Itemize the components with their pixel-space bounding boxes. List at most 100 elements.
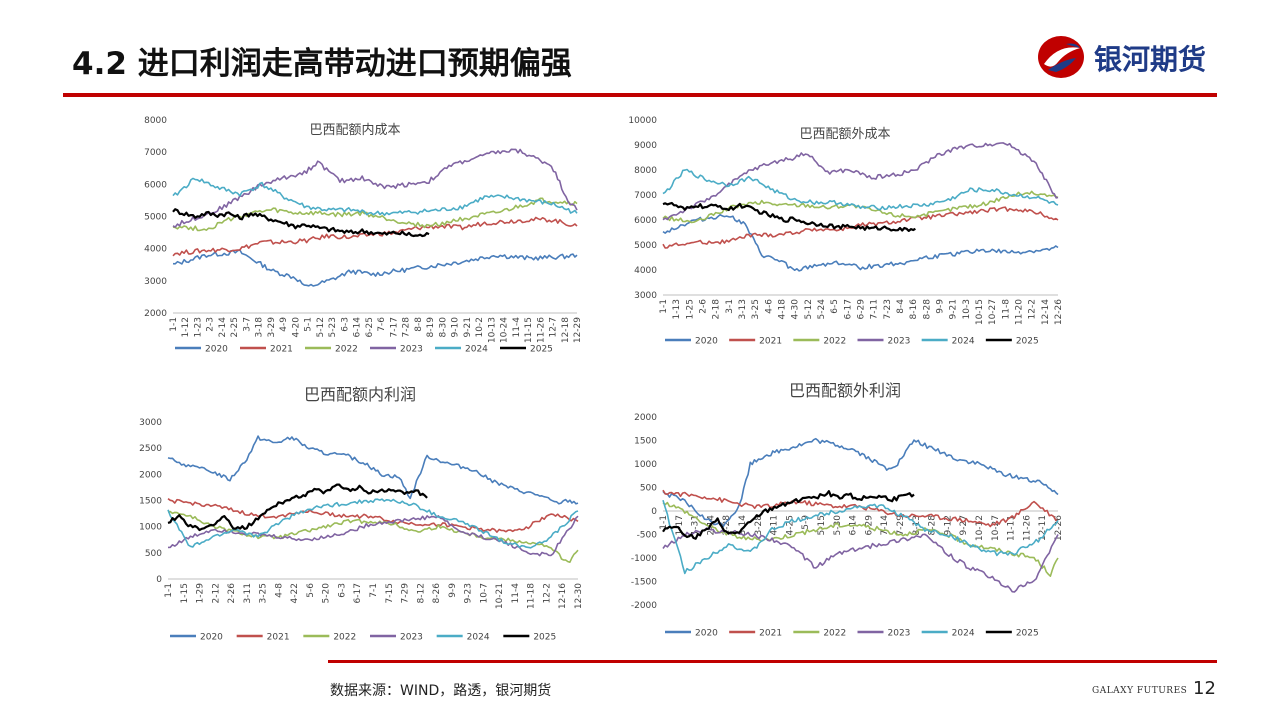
- series-line-2025: [662, 490, 915, 540]
- x-tick-label: 11-11: [1007, 515, 1017, 541]
- x-tick-label: 12-29: [573, 317, 583, 343]
- x-tick-label: 3-29: [267, 317, 277, 338]
- x-tick-label: 11-20: [1015, 299, 1025, 325]
- legend-label-2022: 2022: [333, 633, 356, 643]
- legend-label-2020: 2020: [205, 345, 228, 355]
- x-tick-label: 3-11: [243, 583, 253, 603]
- x-tick-label: 1-1: [659, 299, 669, 314]
- x-tick-label: 9-27: [959, 515, 969, 535]
- y-tick-label: 3000: [144, 277, 167, 287]
- x-tick-label: 2-6: [699, 299, 709, 314]
- y-tick-label: 10000: [628, 116, 657, 126]
- x-tick-label: 11-4: [512, 317, 522, 338]
- x-tick-label: 11-15: [524, 317, 534, 343]
- x-tick-label: 9-9: [936, 299, 946, 314]
- x-tick-label: 10-2: [475, 317, 485, 337]
- x-tick-label: 12-2: [1028, 299, 1038, 319]
- x-tick-label: 3-28: [754, 515, 764, 536]
- x-tick-label: 10-3: [962, 299, 972, 319]
- y-tick-label: 500: [145, 549, 162, 559]
- x-tick-label: 12-14: [1041, 299, 1051, 325]
- series-line-2022: [662, 190, 1059, 224]
- x-tick-label: 7-15: [385, 583, 395, 603]
- x-tick-label: 3-25: [751, 299, 761, 319]
- x-tick-label: 4-18: [778, 299, 788, 320]
- y-tick-label: 3000: [634, 291, 657, 301]
- x-tick-label: 1-1: [169, 317, 179, 332]
- x-tick-label: 5-1: [304, 317, 314, 332]
- page-title: 4.2 进口利润走高带动进口预期偏强: [72, 46, 572, 82]
- x-tick-label: 4-20: [291, 317, 301, 338]
- legend-label-2025: 2025: [530, 345, 553, 355]
- y-tick-label: 2500: [139, 444, 162, 454]
- legend-label-2022: 2022: [823, 337, 846, 347]
- series-line-2020: [167, 435, 579, 505]
- y-tick-label: 6000: [634, 216, 657, 226]
- x-tick-label: 2-28: [722, 515, 732, 536]
- x-tick-label: 1-29: [196, 583, 206, 604]
- x-tick-label: 12-26: [1054, 515, 1064, 541]
- brand-logo: 银河期货: [1036, 32, 1226, 82]
- x-tick-label: 7-1: [369, 583, 379, 598]
- x-tick-label: 6-5: [830, 299, 840, 314]
- y-tick-label: 9000: [634, 141, 657, 151]
- x-tick-label: 8-4: [896, 299, 906, 314]
- x-tick-label: 2-18: [712, 299, 722, 320]
- x-tick-label: 4-6: [764, 299, 774, 314]
- chart-title: 巴西配额内利润: [304, 385, 416, 404]
- legend-label-2021: 2021: [267, 633, 290, 643]
- x-tick-label: 9-9: [448, 583, 458, 598]
- c2-svg: 巴西配额外成本 3000 4000 5000 6000 7000 8000 9000 10000…: [628, 116, 1064, 347]
- x-tick-label: 6-17: [353, 583, 363, 603]
- x-tick-label: 10-12: [975, 515, 985, 541]
- y-tick-label: 2000: [139, 470, 162, 480]
- x-tick-label: 11-26: [536, 317, 546, 343]
- x-tick-label: 3-25: [259, 583, 269, 603]
- x-tick-label: 3-18: [255, 317, 265, 338]
- series-line-2025: [167, 483, 428, 532]
- x-tick-label: 8-28: [928, 515, 938, 536]
- x-tick-label: 9-23: [464, 583, 474, 603]
- legend-label-2021: 2021: [759, 337, 782, 347]
- x-tick-label: 1-1: [659, 515, 669, 530]
- chart-quota-out-cost: 巴西配额外成本 3000 4000 5000 6000 7000 8000 9000 10000…: [625, 108, 1070, 353]
- y-tick-label: 6000: [144, 180, 167, 190]
- legend-label-2023: 2023: [400, 633, 423, 643]
- y-tick-label: 3000: [139, 418, 162, 428]
- series-line-2021: [172, 216, 578, 257]
- y-tick-label: 1500: [139, 497, 162, 507]
- y-tick-label: 2000: [634, 413, 657, 423]
- series-line-2023: [662, 142, 1059, 221]
- series-line-2025: [172, 208, 430, 238]
- x-tick-label: 6-17: [843, 299, 853, 319]
- x-tick-label: 5-24: [817, 299, 827, 320]
- x-tick-label: 7-23: [883, 299, 893, 319]
- x-tick-label: 4-9: [279, 317, 289, 332]
- series-line-2020: [662, 437, 1059, 528]
- x-tick-label: 7-14: [880, 515, 890, 536]
- legend-label-2020: 2020: [200, 633, 223, 643]
- x-tick-label: 1-17: [675, 515, 685, 535]
- y-tick-label: 4000: [144, 245, 167, 255]
- x-tick-label: 1-31: [691, 515, 701, 535]
- x-tick-label: 4-8: [274, 583, 284, 598]
- y-tick-label: 0: [156, 575, 162, 585]
- y-tick-label: -2000: [631, 601, 657, 611]
- x-tick-label: 12-18: [561, 317, 571, 343]
- y-tick-label: 1000: [139, 523, 162, 533]
- y-tick-label: 7000: [144, 148, 167, 158]
- y-tick-label: -1000: [631, 554, 657, 564]
- series-line-2024: [662, 499, 1059, 575]
- x-tick-label: 7-28: [402, 317, 412, 338]
- x-tick-label: 2-14: [218, 317, 228, 338]
- legend-label-2022: 2022: [823, 629, 846, 639]
- x-tick-label: 12-11: [1038, 515, 1048, 541]
- x-tick-label: 6-29: [864, 515, 874, 536]
- x-tick-label: 5-15: [817, 515, 827, 535]
- x-tick-label: 4-30: [791, 299, 801, 320]
- x-tick-label: 9-21: [463, 317, 473, 337]
- legend-label-2024: 2024: [465, 345, 488, 355]
- y-tick-label: -1500: [631, 578, 657, 588]
- series-line-2024: [167, 498, 579, 549]
